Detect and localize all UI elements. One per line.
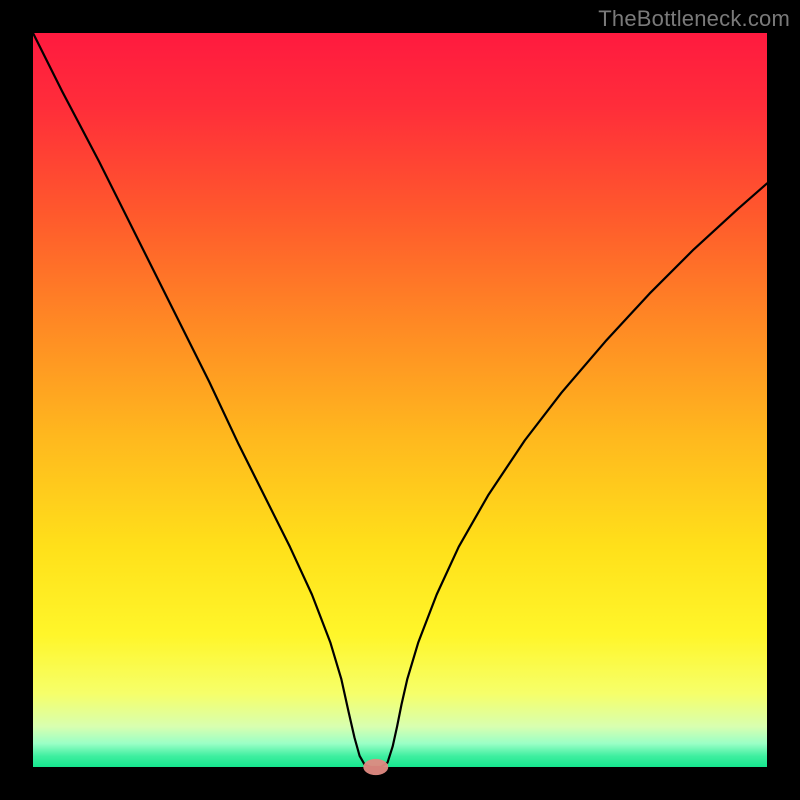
optimum-marker — [363, 759, 388, 775]
figure-container: TheBottleneck.com — [0, 0, 800, 800]
bottleneck-chart — [0, 0, 800, 800]
plot-gradient-background — [33, 33, 767, 767]
watermark-text: TheBottleneck.com — [598, 6, 790, 32]
